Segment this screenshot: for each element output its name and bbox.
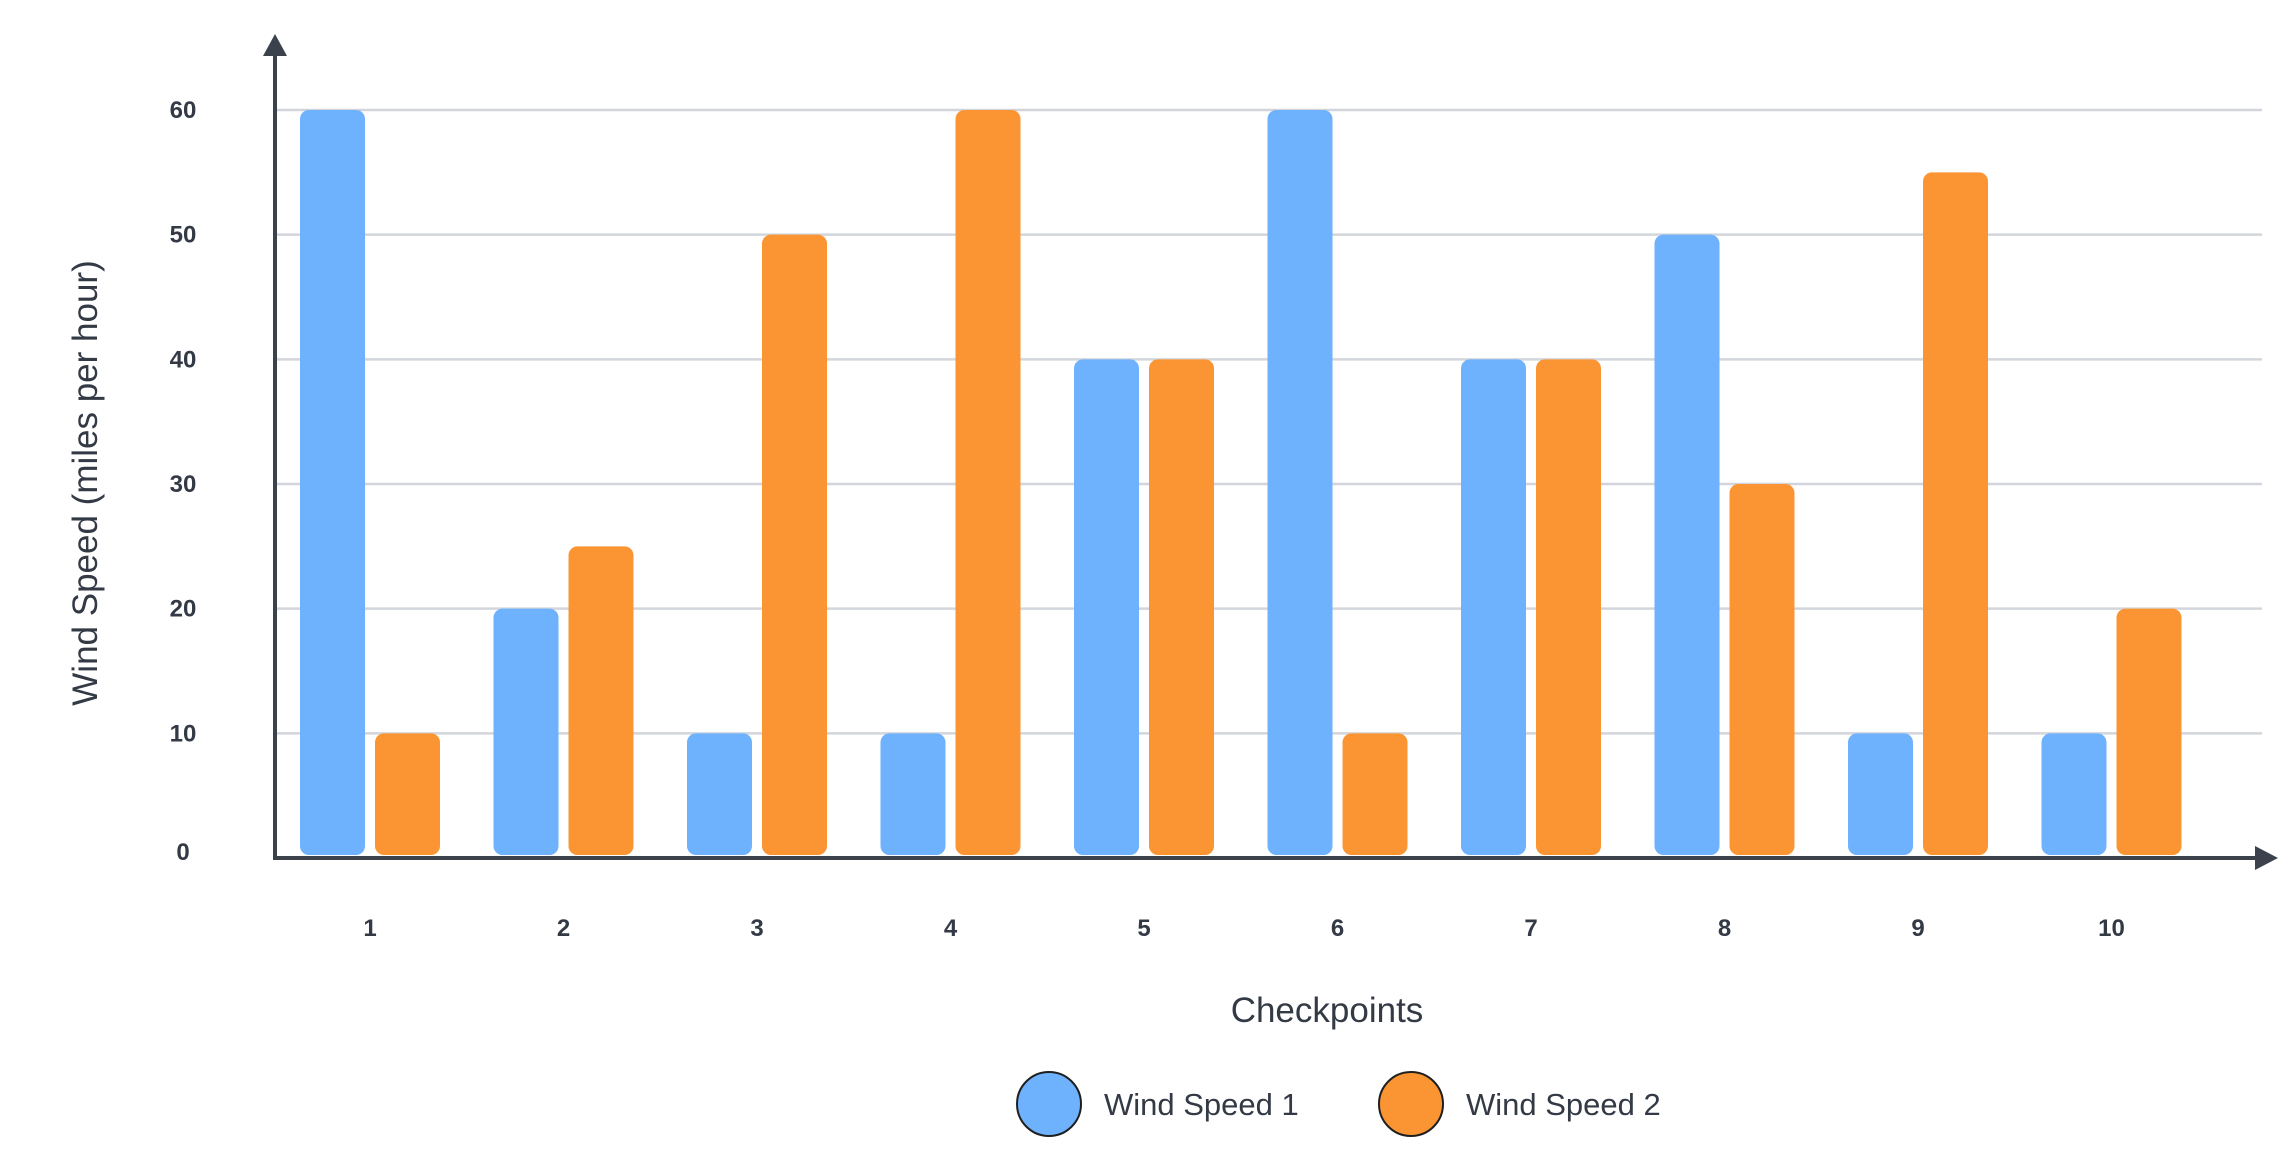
- bar-1-checkpoint-8: [1654, 234, 1720, 855]
- x-axis-title: Checkpoints: [1231, 991, 1424, 1030]
- bar-1-checkpoint-9: [1848, 733, 1913, 855]
- x-tick-label: 10: [2098, 915, 2125, 942]
- y-tick-label: 40: [170, 346, 197, 373]
- bar-2-checkpoint-10: [2116, 608, 2182, 855]
- legend-label-2: Wind Speed 2: [1466, 1087, 1661, 1122]
- legend-swatch-2: [1378, 1071, 1444, 1137]
- y-tick-label: 10: [170, 720, 197, 747]
- bar-2-checkpoint-3: [762, 234, 827, 855]
- x-tick-label: 9: [1911, 915, 1924, 942]
- legend-label-1: Wind Speed 1: [1104, 1087, 1299, 1122]
- x-tick-label: 8: [1718, 915, 1731, 942]
- bar-1-checkpoint-5: [1074, 359, 1139, 855]
- bar-2-checkpoint-6: [1342, 733, 1408, 855]
- x-tick-label: 1: [363, 915, 376, 942]
- bar-1-checkpoint-1: [300, 110, 365, 855]
- bar-1-checkpoint-7: [1461, 359, 1526, 855]
- bars: [300, 110, 2182, 856]
- x-tick-labels: 1 2 3 4 5 6 7 8 9 10: [363, 915, 2125, 942]
- y-tick-labels: 0 10 20 30 40 50 60: [170, 97, 197, 866]
- x-tick-label: 5: [1137, 915, 1150, 942]
- axes: [263, 34, 2278, 870]
- x-tick-label: 2: [557, 915, 570, 942]
- bar-1-checkpoint-10: [2041, 733, 2107, 855]
- x-tick-label: 4: [944, 915, 958, 942]
- y-tick-label: 0: [176, 839, 189, 866]
- x-axis-arrow-icon: [2255, 846, 2278, 870]
- bar-2-checkpoint-4: [955, 110, 1021, 855]
- bar-1-checkpoint-3: [687, 733, 752, 855]
- y-tick-label: 20: [170, 596, 197, 623]
- x-tick-label: 3: [750, 915, 763, 942]
- y-tick-label: 50: [170, 222, 197, 249]
- y-axis-title: Wind Speed (miles per hour): [66, 260, 105, 705]
- legend: Wind Speed 1 Wind Speed 2: [1016, 1071, 1661, 1137]
- bar-2-checkpoint-7: [1536, 359, 1601, 855]
- legend-swatch-1: [1016, 1071, 1082, 1137]
- bar-2-checkpoint-2: [568, 546, 634, 855]
- x-tick-label: 6: [1331, 915, 1344, 942]
- bar-2-checkpoint-9: [1923, 172, 1988, 856]
- bar-2-checkpoint-8: [1729, 484, 1795, 855]
- bar-1-checkpoint-6: [1267, 110, 1333, 855]
- y-axis-arrow-icon: [263, 34, 287, 56]
- x-tick-label: 7: [1524, 915, 1537, 942]
- y-tick-label: 30: [170, 471, 197, 498]
- bar-2-checkpoint-5: [1149, 359, 1214, 855]
- y-tick-label: 60: [170, 97, 197, 124]
- bar-2-checkpoint-1: [375, 733, 440, 855]
- bar-1-checkpoint-4: [880, 733, 946, 855]
- bar-1-checkpoint-2: [493, 608, 559, 855]
